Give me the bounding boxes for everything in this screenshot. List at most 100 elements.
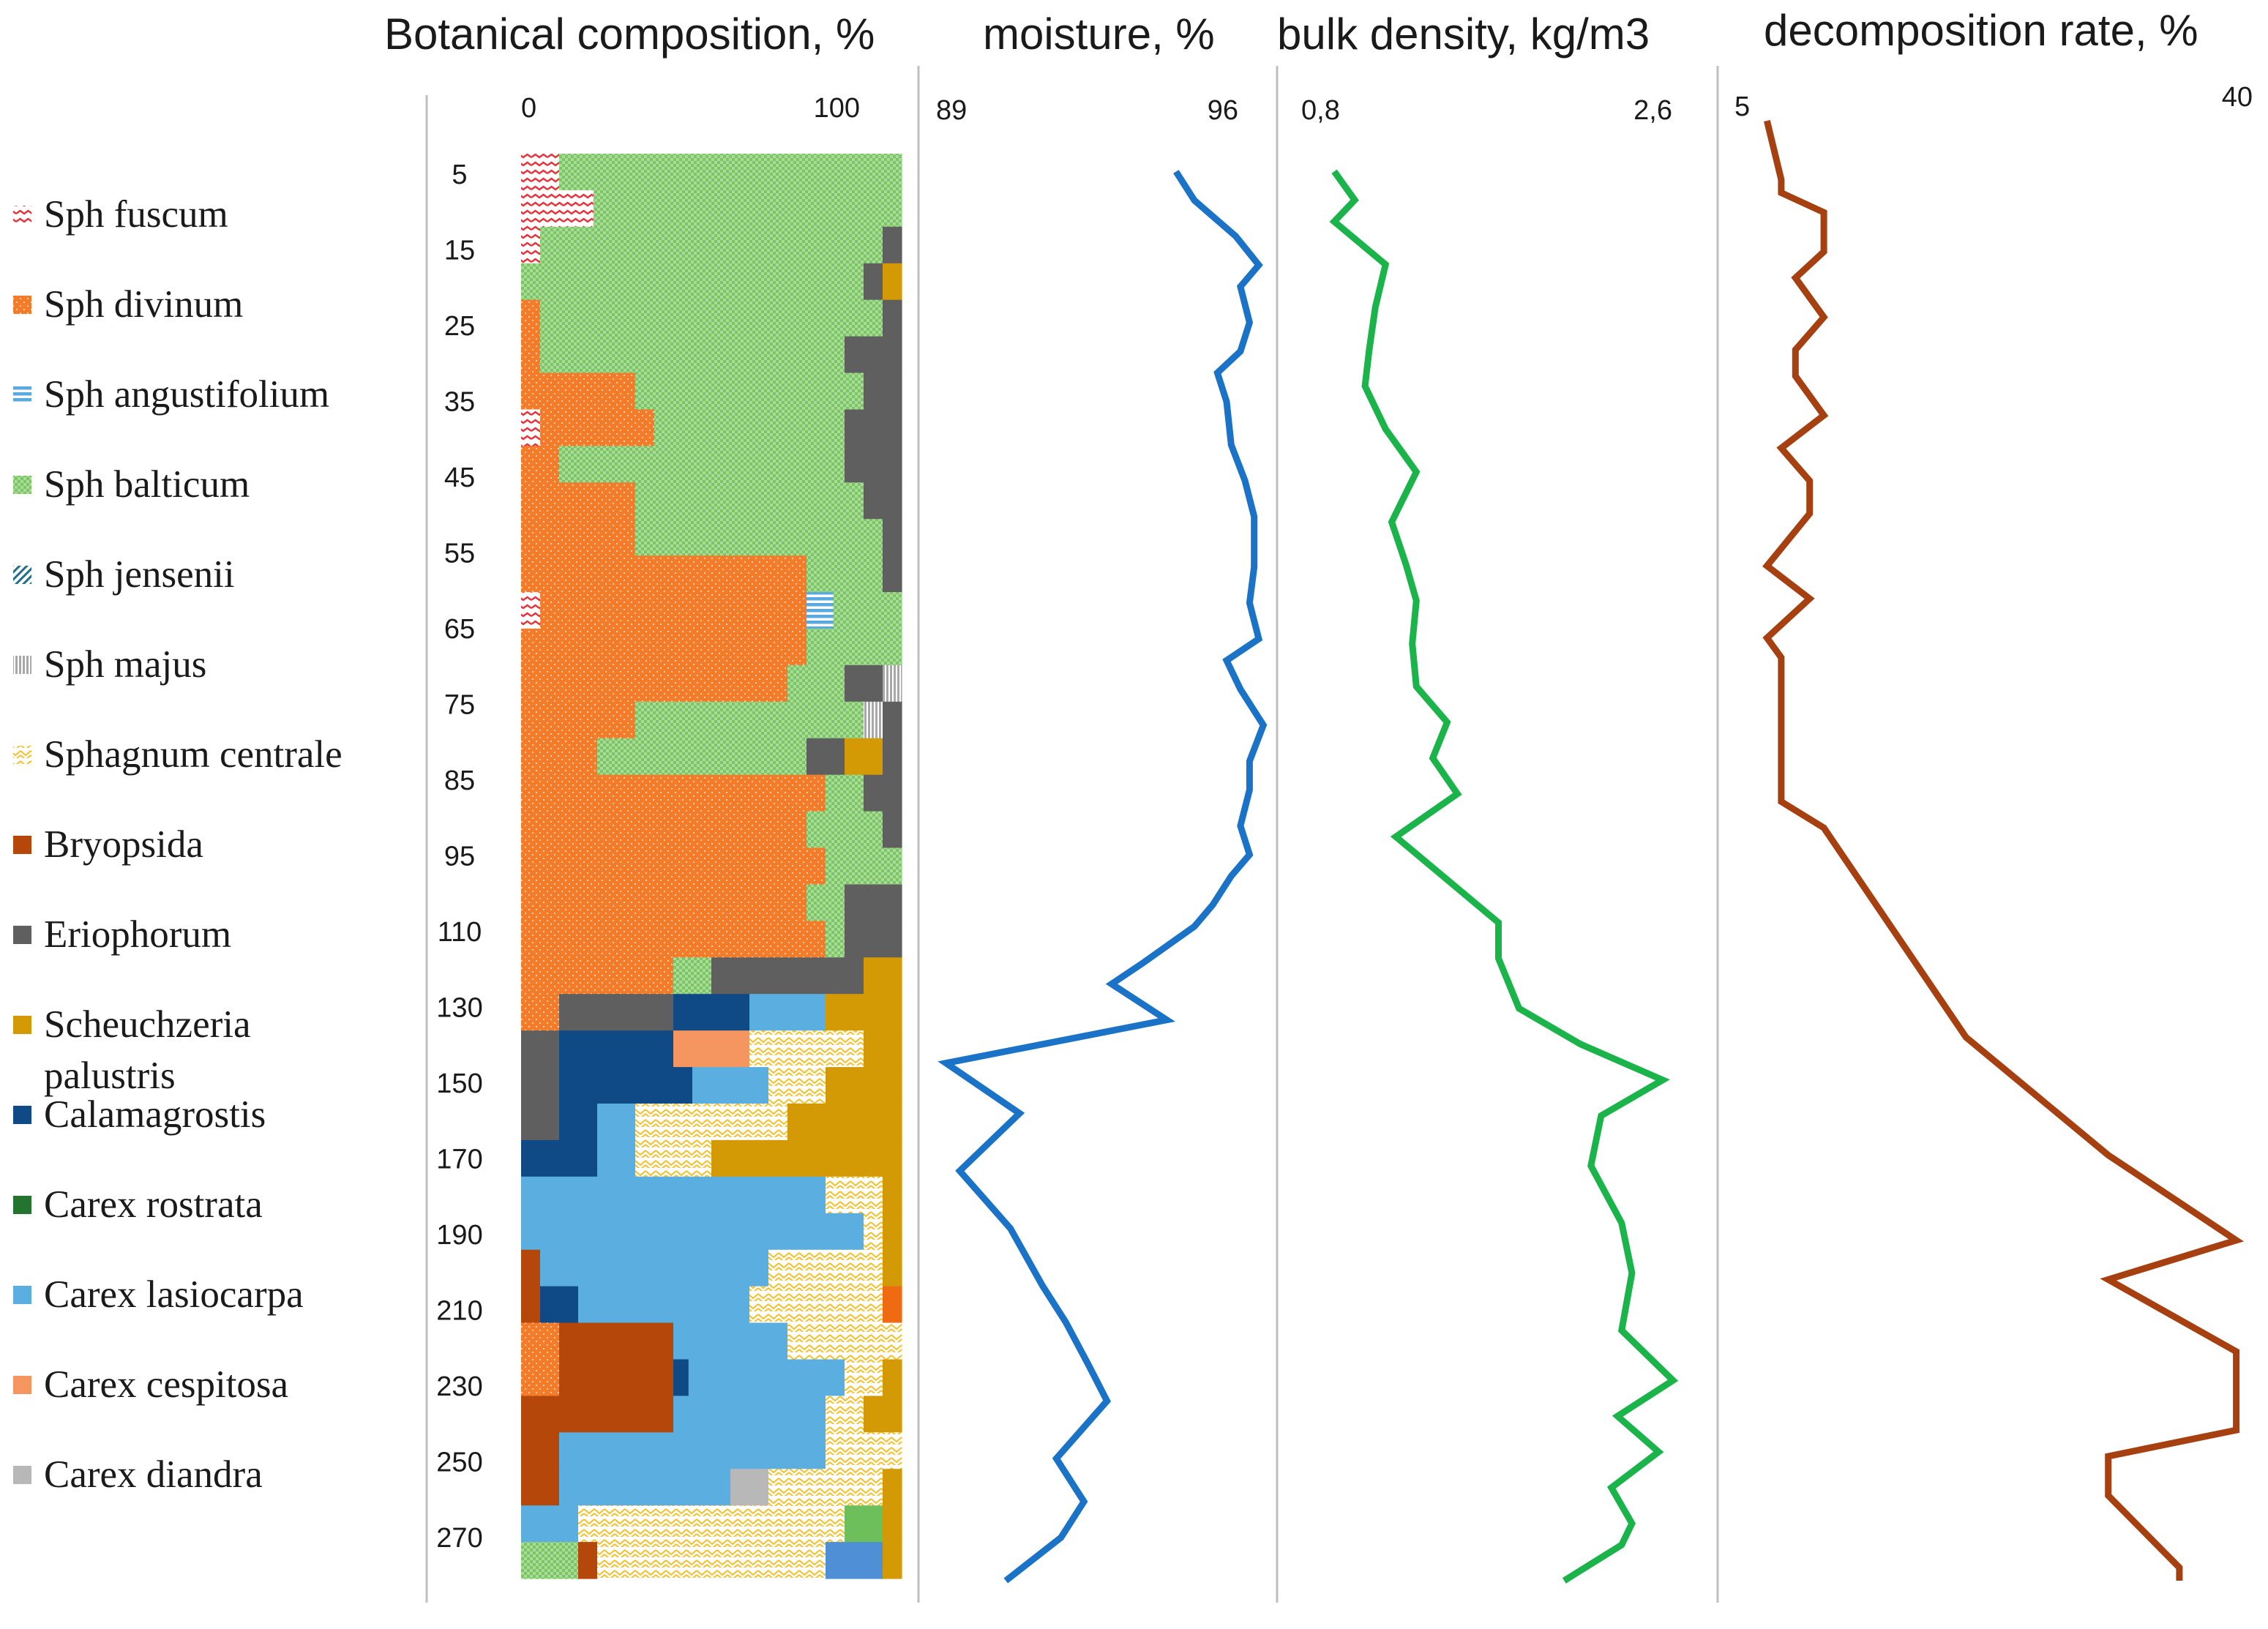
bar-layer-36-scheuchzeria-palustris: [883, 1469, 902, 1506]
bar-layer-8-eriophorum: [845, 446, 902, 483]
bar-layer-37-carex-lasiocarpa: [521, 1505, 579, 1543]
bar-layer-24-scheuchzeria-palustris: [864, 1030, 902, 1068]
legend-swatch-sph-fuscum: [13, 206, 31, 224]
bar-layer-23-calamagrostis: [673, 994, 750, 1031]
bar-layer-7-sph-balticum: [654, 409, 845, 446]
legend-swatch-calamagrostis: [13, 1106, 31, 1124]
bar-layer-26-carex-lasiocarpa: [597, 1104, 636, 1141]
bar-layer-18-sph-balticum: [806, 811, 883, 849]
bar-layer-4-sph-divinum: [521, 299, 541, 337]
bar-layer-16-eriophorum: [883, 738, 902, 776]
bar-layer-1-sph-fuscum: [521, 190, 594, 228]
bar-layer-14-sph-majus: [883, 664, 902, 703]
bar-layer-31-calamagrostis: [540, 1286, 579, 1324]
bar-layer-37-other-green: [845, 1505, 883, 1543]
bar-layer-30-scheuchzeria-palustris: [883, 1249, 902, 1287]
bar-layer-22-scheuchzeria-palustris: [864, 957, 902, 995]
bar-layer-38-other-blue: [826, 1542, 883, 1579]
botanical-stacked-bars: [521, 154, 902, 1579]
bar-layer-3-scheuchzeria-palustris: [883, 263, 902, 301]
botanical-composition-title: Botanical composition, %: [384, 10, 875, 59]
bar-layer-7-sph-fuscum: [521, 409, 541, 446]
legend-label-sph-jensenii: Sph jensenii: [44, 553, 235, 596]
bar-layer-18-eriophorum: [883, 811, 902, 849]
bar-layer-15-sph-balticum: [635, 701, 864, 739]
decomposition-rate-title: decomposition rate, %: [1764, 6, 2198, 55]
bar-layer-33-sph-divinum: [521, 1359, 560, 1396]
bar-layer-12-sph-balticum: [833, 592, 902, 629]
bar-layer-33-sphagnum-centrale: [845, 1359, 883, 1396]
depth-tick-110: 110: [438, 917, 482, 948]
bar-layer-16-scheuchzeria-palustris: [845, 738, 883, 776]
legend-item-sph-angustifolium: Sph angustifolium: [13, 373, 329, 416]
bar-layer-25-sphagnum-centrale: [768, 1067, 826, 1104]
bar-layer-27-calamagrostis: [521, 1139, 598, 1177]
bar-layer-37-sphagnum-centrale: [578, 1505, 845, 1543]
bar-layer-37-scheuchzeria-palustris: [883, 1505, 902, 1543]
bar-layer-17-eriophorum: [864, 774, 902, 812]
legend-item-carex-cespitosa: Carex cespitosa: [13, 1363, 288, 1406]
bar-layer-7-eriophorum: [845, 409, 902, 446]
legend-label-carex-diandra: Carex diandra: [44, 1453, 263, 1496]
bar-layer-35-sphagnum-centrale: [826, 1432, 902, 1469]
bar-layer-12-sph-fuscum: [521, 592, 541, 629]
panel-1-x-tick-1: 96: [1208, 95, 1238, 126]
bar-layer-26-eriophorum: [521, 1104, 560, 1141]
legend-item-sph-balticum: Sph balticum: [13, 463, 250, 506]
bar-layer-16-sph-balticum: [597, 738, 807, 776]
depth-tick-15: 15: [444, 236, 475, 266]
panel-0-x-tick-0: 0: [521, 93, 536, 124]
bar-layer-20-sph-balticum: [806, 884, 845, 921]
bar-layer-14-sph-balticum: [787, 664, 845, 703]
bar-layer-33-scheuchzeria-palustris: [883, 1359, 902, 1396]
bar-layer-5-sph-divinum: [521, 336, 541, 374]
bar-layer-32-sph-divinum: [521, 1322, 560, 1360]
bar-layer-2-sph-fuscum: [521, 226, 541, 264]
legend-item-bryopsida: Bryopsida: [13, 823, 203, 866]
bar-layer-38-bryopsida: [578, 1542, 598, 1579]
bar-layer-7-sph-divinum: [540, 409, 655, 446]
depth-tick-150: 150: [436, 1068, 482, 1099]
depth-tick-75: 75: [444, 690, 475, 721]
legend-label-scheuchzeria-palustris: Scheuchzeria palustris: [44, 1003, 251, 1097]
bar-layer-36-bryopsida: [521, 1469, 560, 1506]
legend-label-carex-cespitosa: Carex cespitosa: [44, 1363, 288, 1406]
bar-layer-30-carex-lasiocarpa: [540, 1249, 769, 1287]
bar-layer-12-sph-angustifolium: [806, 592, 834, 629]
bar-layer-8-sph-balticum: [559, 446, 845, 483]
bar-layer-22-eriophorum: [845, 957, 864, 995]
legend-swatch-sph-jensenii: [13, 566, 31, 584]
legend-swatch-carex-rostrata: [13, 1196, 31, 1214]
bar-layer-25-carex-lasiocarpa: [692, 1067, 769, 1104]
bar-layer-36-carex-diandra: [730, 1469, 769, 1506]
depth-tick-170: 170: [436, 1145, 482, 1175]
bar-layer-20-sph-divinum: [521, 884, 807, 921]
legend-label-sph-fuscum: Sph fuscum: [44, 193, 228, 236]
legend-label-sphagnum-centrale: Sphagnum centrale: [44, 733, 343, 776]
bar-layer-9-sph-divinum: [521, 482, 636, 520]
bar-layer-3-eriophorum: [864, 263, 883, 301]
legend-swatch-bryopsida: [13, 836, 31, 854]
legend-swatch-carex-lasiocarpa: [13, 1286, 31, 1304]
depth-tick-45: 45: [444, 463, 475, 493]
bar-layer-13-sph-divinum: [521, 629, 807, 666]
bar-layer-36-carex-lasiocarpa: [559, 1469, 731, 1506]
moisture-line: [937, 170, 1268, 1584]
bar-layer-0-sph-balticum: [559, 154, 902, 191]
legend-item-sphagnum-centrale: Sphagnum centrale: [13, 733, 343, 776]
bar-layer-5-eriophorum: [845, 336, 902, 374]
bar-layer-33-calamagrostis: [673, 1359, 689, 1396]
bar-layer-14-sph-divinum: [521, 664, 788, 703]
bar-layer-35-carex-lasiocarpa: [559, 1432, 826, 1469]
bar-layer-17-sph-balticum: [826, 774, 864, 812]
bar-layer-19-sph-balticum: [826, 847, 902, 885]
bar-layer-3-sph-balticum: [521, 263, 864, 301]
legend-swatch-sph-balticum: [13, 476, 31, 494]
bar-layer-24-calamagrostis: [559, 1030, 674, 1068]
bar-layer-13-sph-balticum: [806, 629, 902, 666]
bar-layer-34-scheuchzeria-palustris: [864, 1396, 902, 1433]
bar-layer-31-carex-lasiocarpa: [578, 1286, 750, 1324]
bar-layer-34-sphagnum-centrale: [826, 1396, 864, 1433]
legend-label-bryopsida: Bryopsida: [44, 823, 203, 866]
bar-layer-30-bryopsida: [521, 1249, 541, 1287]
